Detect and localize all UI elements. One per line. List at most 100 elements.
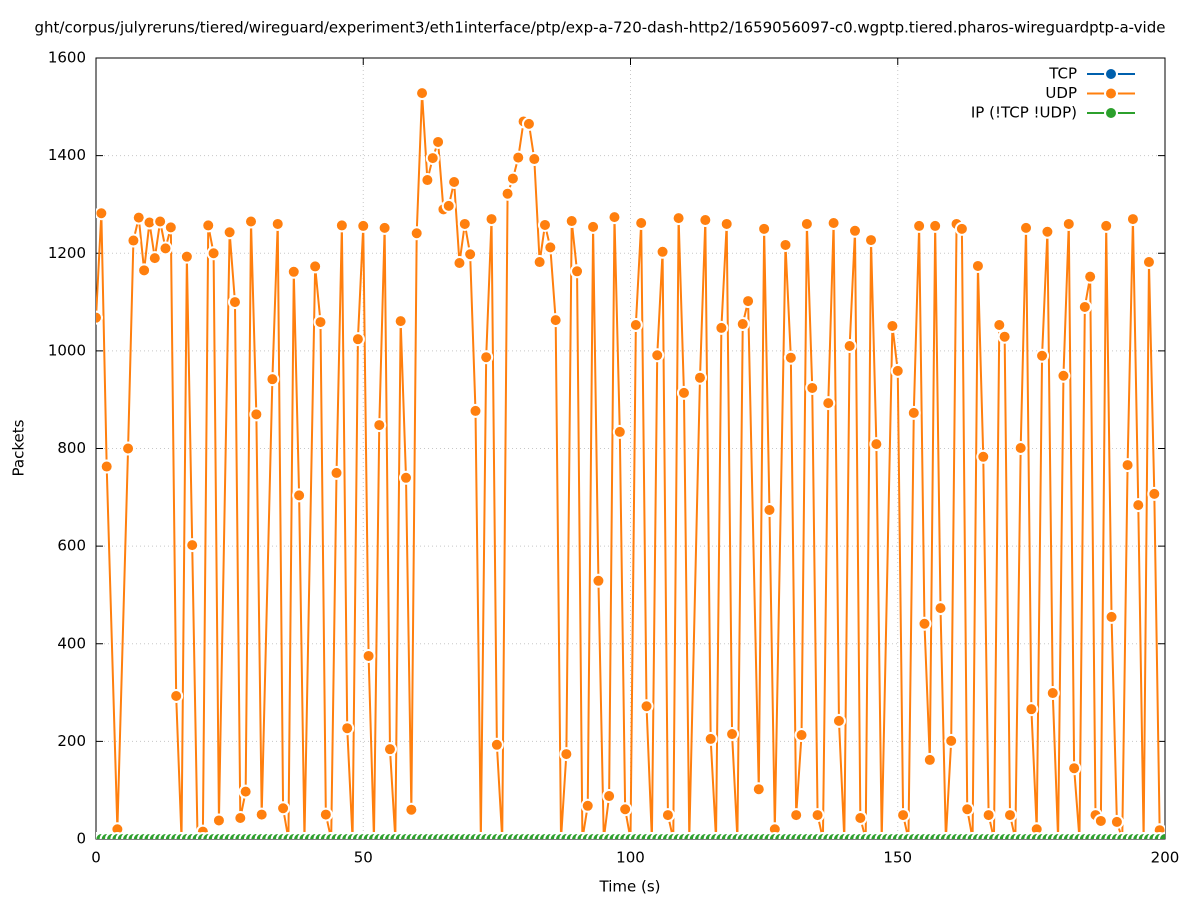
data-point — [420, 173, 435, 188]
data-point — [1093, 813, 1108, 828]
data-point — [447, 174, 462, 189]
data-point — [1056, 368, 1071, 383]
y-tick-label: 200 — [57, 732, 86, 750]
data-point — [500, 186, 515, 201]
data-point — [163, 220, 178, 235]
data-point — [559, 747, 574, 762]
data-point — [361, 648, 376, 663]
data-point — [479, 350, 494, 365]
data-point — [725, 727, 740, 742]
data-point — [318, 807, 333, 822]
y-axis-label: Packets — [10, 419, 28, 476]
data-point — [158, 241, 173, 256]
data-point — [185, 538, 200, 553]
data-point — [457, 216, 472, 231]
data-point — [340, 721, 355, 736]
data-point — [896, 808, 911, 823]
chart-title: ght/corpus/julyreruns/tiered/wireguard/e… — [35, 19, 1166, 37]
data-point — [1083, 269, 1098, 284]
data-point — [906, 405, 921, 420]
data-point — [783, 350, 798, 365]
legend-label: TCP — [1048, 65, 1077, 83]
data-point — [692, 370, 707, 385]
plot-area — [96, 86, 1165, 839]
data-point — [628, 318, 643, 333]
data-point — [441, 198, 456, 213]
data-point — [313, 315, 328, 330]
data-point — [976, 449, 991, 464]
data-point — [954, 221, 969, 236]
data-point — [602, 789, 617, 804]
data-point — [211, 813, 226, 828]
data-point — [933, 601, 948, 616]
data-point — [329, 465, 344, 480]
data-point — [169, 688, 184, 703]
data-point — [997, 329, 1012, 344]
data-point — [377, 220, 392, 235]
data-point — [1125, 212, 1140, 227]
data-point — [270, 216, 285, 231]
y-tick-label: 1600 — [48, 49, 86, 67]
data-point — [660, 808, 675, 823]
data-point — [532, 255, 547, 270]
data-point — [1077, 299, 1092, 314]
data-point — [714, 320, 729, 335]
data-point — [543, 240, 558, 255]
legend-marker — [1104, 106, 1118, 120]
data-point — [1061, 216, 1076, 231]
data-point — [650, 348, 665, 363]
data-point — [99, 459, 114, 474]
legend-marker — [1104, 86, 1118, 101]
data-point — [415, 86, 430, 101]
data-point — [249, 407, 264, 422]
data-point — [826, 215, 841, 230]
data-point — [778, 237, 793, 252]
data-point — [570, 264, 585, 279]
data-point — [137, 263, 152, 278]
data-point — [153, 214, 168, 229]
data-point — [505, 171, 520, 186]
data-point — [372, 418, 387, 433]
data-point — [222, 225, 237, 240]
x-tick-label: 0 — [91, 849, 101, 867]
legend-label: IP (!TCP !UDP) — [971, 104, 1077, 122]
data-point — [1035, 348, 1050, 363]
data-point — [810, 808, 825, 823]
y-tick-label: 600 — [57, 537, 86, 555]
legend-label: UDP — [1045, 84, 1077, 102]
x-axis-label: Time (s) — [599, 878, 661, 896]
data-point — [431, 134, 446, 149]
data-point — [928, 218, 943, 233]
data-point — [917, 616, 932, 631]
data-point — [179, 249, 194, 264]
data-point — [527, 152, 542, 167]
data-point — [1147, 486, 1162, 501]
data-point — [244, 214, 259, 229]
data-point — [286, 264, 301, 279]
data-point — [1158, 832, 1165, 839]
data-point — [1045, 686, 1060, 701]
y-tick-label: 400 — [57, 634, 86, 652]
y-tick-label: 0 — [76, 830, 86, 848]
data-point — [254, 807, 269, 822]
data-point — [842, 338, 857, 353]
data-point — [206, 246, 221, 261]
data-point — [1131, 498, 1146, 513]
data-point — [618, 802, 633, 817]
data-point — [96, 206, 109, 221]
data-point — [671, 211, 686, 226]
data-point — [121, 441, 136, 456]
data-point — [463, 247, 478, 262]
data-point — [799, 216, 814, 231]
y-tick-label: 1400 — [48, 146, 86, 164]
legend-marker — [1104, 67, 1118, 81]
data-point — [805, 380, 820, 395]
data-point — [981, 808, 996, 823]
data-point — [147, 251, 162, 266]
data-point — [944, 733, 959, 748]
data-point — [265, 372, 280, 387]
x-tick-label: 150 — [883, 849, 912, 867]
data-point — [393, 314, 408, 329]
data-point — [591, 573, 606, 588]
data-point — [1040, 224, 1055, 239]
